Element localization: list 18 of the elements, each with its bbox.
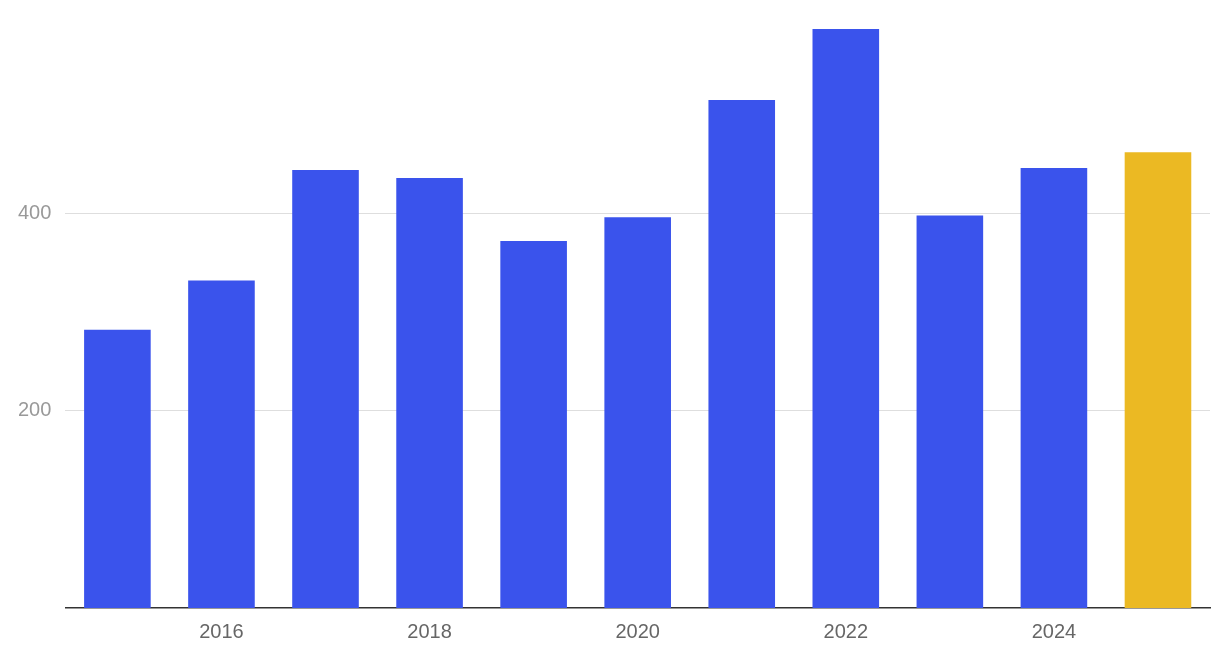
x-tick-label: 2022 [823, 619, 869, 642]
y-tick-label: 200 [17, 398, 52, 421]
x-tick-label: 2016 [199, 619, 244, 642]
bar [84, 329, 151, 608]
x-tick-label: 2020 [615, 619, 660, 642]
bar [292, 170, 359, 608]
bar [396, 177, 463, 608]
bar [500, 241, 567, 608]
bar [604, 217, 671, 608]
x-tick-label: 2018 [407, 619, 452, 642]
bar [188, 280, 255, 608]
bar [812, 28, 880, 608]
bar [916, 215, 984, 608]
bar [1020, 168, 1088, 608]
bar [708, 99, 776, 608]
bar [1124, 152, 1192, 608]
x-tick-label: 2024 [1031, 619, 1077, 642]
y-tick-label: 400 [17, 200, 52, 223]
